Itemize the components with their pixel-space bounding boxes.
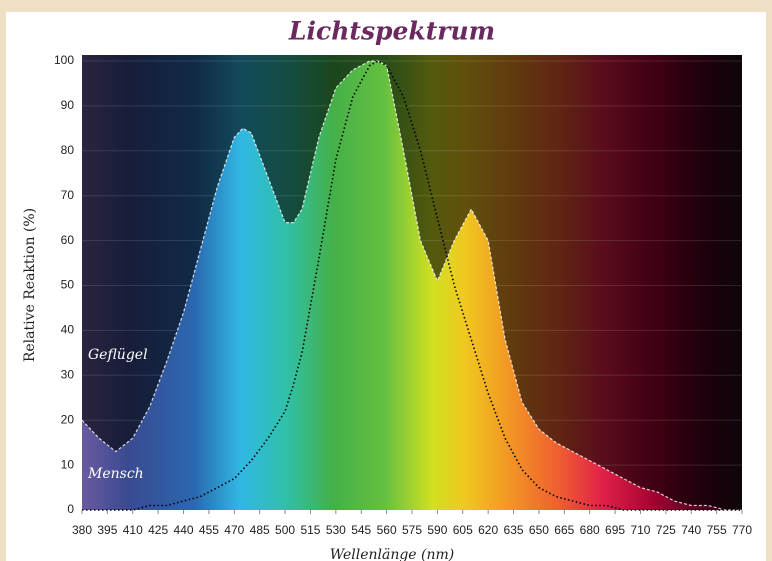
series-label: Mensch: [87, 466, 144, 482]
y-tick-label: 60: [61, 233, 75, 247]
y-tick-label: 90: [61, 98, 75, 112]
x-tick-label: 665: [554, 523, 574, 537]
x-tick-label: 545: [351, 523, 371, 537]
y-tick-label: 30: [61, 367, 75, 381]
x-tick-label: 425: [148, 523, 168, 537]
x-tick-label: 440: [174, 523, 194, 537]
chart-title: Lichtspektrum: [288, 17, 495, 46]
x-tick-label: 605: [453, 523, 473, 537]
x-tick-label: 515: [300, 523, 320, 537]
x-tick-label: 395: [97, 523, 117, 537]
x-tick-label: 770: [732, 523, 752, 537]
y-tick-label: 0: [67, 502, 74, 516]
y-tick-label: 70: [61, 188, 75, 202]
x-tick-label: 500: [275, 523, 295, 537]
y-tick-label: 10: [61, 457, 75, 471]
poultry-outline: [81, 60, 742, 511]
human-line: [82, 60, 742, 511]
x-tick-label: 590: [427, 523, 447, 537]
y-tick-label: 40: [61, 323, 75, 337]
y-axis-label: Relative Reaktion (%): [22, 208, 38, 362]
x-tick-label: 635: [504, 523, 524, 537]
x-tick-label: 680: [580, 523, 600, 537]
x-tick-label: 740: [681, 523, 701, 537]
x-tick-label: 755: [707, 523, 727, 537]
x-axis-label: Wellenlänge (nm): [330, 547, 455, 561]
x-tick-label: 380: [72, 523, 92, 537]
y-tick-label: 100: [54, 53, 74, 67]
x-tick-label: 455: [199, 523, 219, 537]
x-tick-label: 485: [250, 523, 270, 537]
x-tick-label: 560: [377, 523, 397, 537]
x-tick-label: 650: [529, 523, 549, 537]
x-tick-label: 410: [123, 523, 143, 537]
x-tick-label: 575: [402, 523, 422, 537]
x-tick-label: 695: [605, 523, 625, 537]
y-tick-label: 50: [61, 278, 75, 292]
x-tick-label: 620: [478, 523, 498, 537]
plot-area: [81, 55, 742, 511]
x-tick-label: 530: [326, 523, 346, 537]
poultry-area: [82, 61, 742, 510]
series-label: Geflügel: [88, 347, 148, 363]
x-tick-label: 725: [656, 523, 676, 537]
y-tick-label: 20: [61, 412, 75, 426]
x-tick-label: 710: [630, 523, 650, 537]
y-tick-label: 80: [61, 143, 75, 157]
x-tick-label: 470: [224, 523, 244, 537]
